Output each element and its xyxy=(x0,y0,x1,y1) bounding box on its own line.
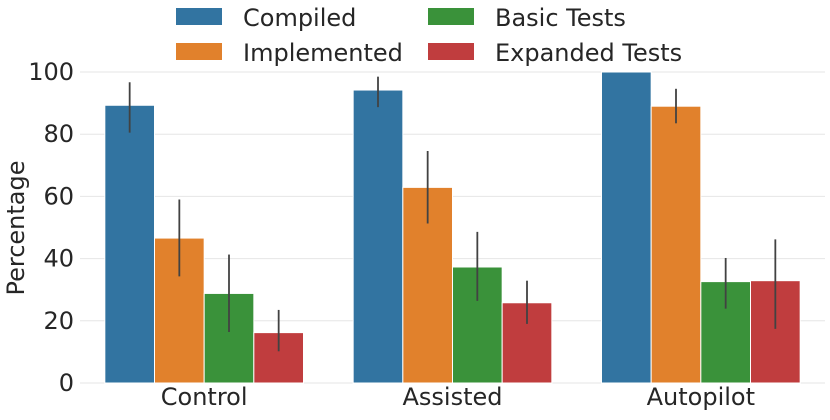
legend-item-basic-tests: Basic Tests xyxy=(428,4,626,32)
bar-autopilot-implemented xyxy=(650,105,702,384)
legend-item-implemented: Implemented xyxy=(176,39,403,67)
legend-item-expanded-tests: Expanded Tests xyxy=(428,39,682,67)
legend-swatch xyxy=(176,8,222,25)
bars xyxy=(104,71,801,384)
y-tick-label: 60 xyxy=(43,182,74,210)
legend-label: Implemented xyxy=(243,39,403,67)
x-tick-label: Autopilot xyxy=(647,383,755,411)
legend-label: Expanded Tests xyxy=(495,39,682,67)
legend-label: Compiled xyxy=(243,4,356,32)
bar-assisted-compiled xyxy=(352,89,404,384)
y-tick-label: 0 xyxy=(59,369,74,397)
y-tick-label: 40 xyxy=(43,245,74,273)
bar-control-compiled xyxy=(104,104,156,384)
legend-item-compiled: Compiled xyxy=(176,4,356,32)
x-tick-label: Assisted xyxy=(402,383,502,411)
legend-label: Basic Tests xyxy=(495,4,626,32)
error-bars xyxy=(128,76,777,352)
y-axis-ticks: 0 20 40 60 80 100 xyxy=(28,58,74,397)
legend: Compiled Implemented Basic Tests Expanded T… xyxy=(176,4,682,67)
legend-swatch xyxy=(428,8,474,25)
legend-swatch xyxy=(428,43,474,60)
x-axis-ticks: Control Assisted Autopilot xyxy=(161,383,755,411)
y-tick-label: 100 xyxy=(28,58,74,86)
x-tick-label: Control xyxy=(161,383,248,411)
legend-swatch xyxy=(176,43,222,60)
y-axis-label: Percentage xyxy=(2,160,30,295)
y-tick-label: 80 xyxy=(43,120,74,148)
y-tick-label: 20 xyxy=(43,307,74,335)
bar-autopilot-compiled xyxy=(601,71,652,384)
